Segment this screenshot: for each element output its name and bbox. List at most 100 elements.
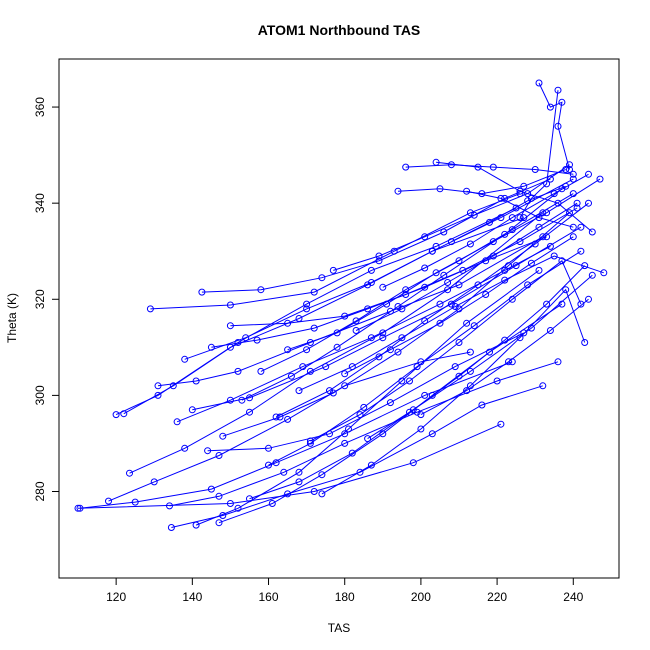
series-line-41 [519, 90, 559, 218]
data-point [409, 406, 417, 414]
series-line-8 [169, 361, 559, 507]
data-point [154, 382, 162, 390]
data-point [367, 266, 375, 274]
series-line-25 [287, 178, 601, 351]
data-point [527, 259, 535, 267]
data-point [546, 242, 554, 250]
data-point [577, 247, 585, 255]
data-point [310, 488, 318, 495]
data-point [470, 322, 478, 330]
data-point [577, 300, 585, 308]
series-line-6 [150, 193, 521, 310]
data-point [463, 187, 471, 195]
data-point [421, 264, 429, 272]
data-point [535, 266, 543, 274]
data-point [585, 295, 592, 303]
plot-frame [58, 58, 620, 579]
data-point [398, 334, 406, 342]
data-point [447, 238, 455, 246]
data-point [512, 262, 520, 270]
data-point [409, 459, 417, 467]
data-point [573, 204, 581, 212]
data-point [600, 269, 608, 277]
data-point [352, 317, 360, 325]
data-point [295, 387, 303, 395]
series-line-19 [230, 207, 578, 327]
data-point [474, 163, 482, 171]
x-tick-label-4: 200 [411, 590, 431, 604]
data-point [524, 197, 532, 205]
series-line-24 [275, 202, 589, 418]
data-point [406, 377, 413, 385]
data-point [303, 305, 311, 313]
y-tick-label-0: 280 [33, 481, 47, 501]
data-point [246, 408, 253, 416]
data-point [173, 418, 181, 426]
data-point [470, 211, 478, 219]
data-point [303, 300, 311, 308]
x-tick-label-3: 180 [335, 590, 355, 604]
y-tick-label-3: 340 [33, 193, 47, 213]
data-point [466, 367, 474, 375]
data-point [329, 389, 337, 397]
data-point [126, 469, 133, 477]
series-line-1 [79, 361, 513, 509]
data-point [474, 281, 482, 289]
data-point [105, 497, 112, 505]
data-point [181, 444, 189, 452]
series-line-14 [201, 178, 551, 293]
data-point [348, 449, 356, 457]
data-point [238, 396, 246, 404]
data-point [535, 79, 543, 87]
series-line-30 [344, 236, 574, 375]
data-point [562, 286, 570, 294]
x-tick-label-6: 240 [563, 590, 583, 604]
data-point [577, 223, 585, 231]
x-tick-label-0: 120 [106, 590, 126, 604]
x-axis: 120 140 160 180 200 220 240 [106, 578, 584, 604]
data-point [226, 500, 234, 507]
series-line-34 [397, 169, 566, 195]
data-point [562, 166, 570, 173]
y-tick-label-4: 360 [33, 97, 47, 117]
series-line-15 [207, 332, 525, 452]
data-point [169, 382, 177, 390]
data-point [508, 214, 516, 222]
data-point [226, 301, 234, 309]
data-point [432, 269, 440, 277]
data-point [588, 228, 596, 236]
series-line-7 [157, 236, 544, 387]
y-axis-label: Theta (K) [5, 293, 19, 343]
data-point [508, 295, 516, 303]
data-point [554, 86, 562, 94]
data-point [516, 334, 524, 342]
series-line-38 [451, 185, 566, 243]
series-line-2 [108, 351, 471, 502]
series-line-5 [129, 212, 544, 474]
data-point [554, 122, 562, 130]
data-point [413, 363, 421, 371]
data-point [303, 346, 311, 354]
series-line-27 [310, 260, 582, 442]
series-line-4 [123, 207, 517, 415]
x-tick-label-1: 140 [182, 590, 202, 604]
data-point [329, 266, 337, 274]
data-point [226, 396, 234, 404]
data-point [501, 230, 509, 238]
data-point [520, 182, 528, 190]
x-tick-label-2: 160 [259, 590, 279, 604]
data-point [257, 286, 265, 294]
data-point [207, 485, 215, 493]
series-line-23 [268, 250, 582, 466]
data-point [284, 415, 292, 423]
data-point [527, 194, 535, 202]
data-point [394, 348, 402, 356]
data-point [562, 182, 570, 190]
data-point [535, 223, 543, 231]
data-point [386, 399, 394, 407]
data-point [447, 300, 455, 308]
data-point [131, 498, 139, 506]
data-point [379, 283, 387, 291]
y-tick-label-2: 320 [33, 289, 47, 309]
data-point [215, 452, 223, 459]
